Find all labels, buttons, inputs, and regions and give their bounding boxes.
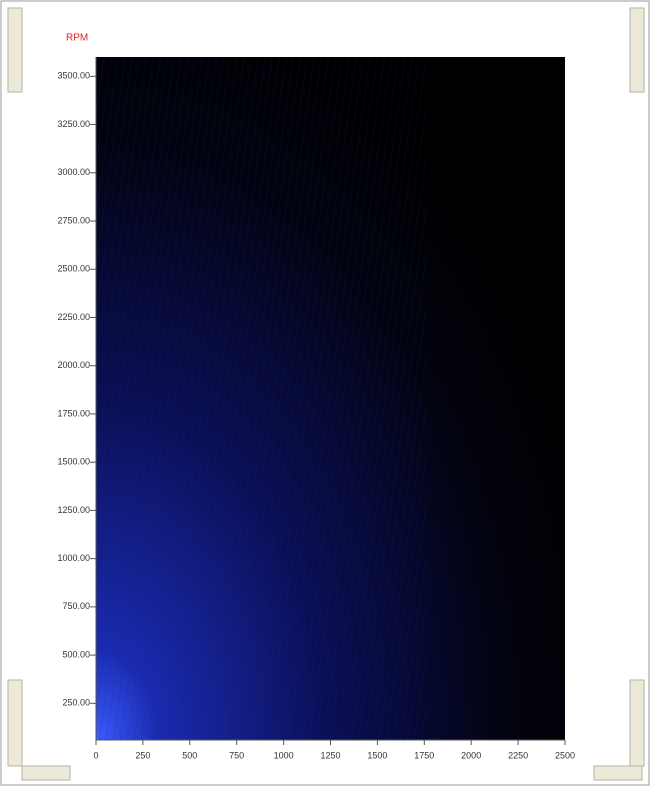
heatmap-orders [96, 57, 426, 740]
left-scrollbar-bottom[interactable] [8, 680, 22, 766]
y-tick-label: 2750.00 [57, 215, 90, 225]
y-tick-label: 3500.00 [57, 71, 90, 81]
y-tick-label: 3250.00 [57, 119, 90, 129]
x-tick-label: 0 [93, 750, 98, 760]
bottom-scrollbar-left[interactable] [22, 766, 70, 780]
x-tick-label: 1000 [274, 750, 294, 760]
y-tick-label: 250.00 [62, 698, 90, 708]
x-tick-label: 250 [135, 750, 150, 760]
y-tick-label: 3000.00 [57, 167, 90, 177]
y-axis-label: RPM [66, 33, 88, 44]
x-tick-label: 500 [182, 750, 197, 760]
window: RPM 250.00 500.00 750.00 1000.00 1250.00 1500… [0, 0, 650, 786]
x-tick-label: 750 [229, 750, 244, 760]
y-tick-label: 2250.00 [57, 312, 90, 322]
y-tick-label: 500.00 [62, 649, 90, 659]
bottom-scrollbar-right[interactable] [594, 766, 642, 780]
x-tick-label: 1750 [414, 750, 434, 760]
y-tick-label: 1500.00 [57, 457, 90, 467]
y-tick-label: 1750.00 [57, 408, 90, 418]
x-tick-label: 1500 [367, 750, 387, 760]
left-scrollbar-top[interactable] [8, 8, 22, 92]
x-tick-label: 2500 [555, 750, 575, 760]
y-tick-label: 1000.00 [57, 553, 90, 563]
y-tick-label: 750.00 [62, 601, 90, 611]
y-tick-label: 2000.00 [57, 360, 90, 370]
right-scrollbar-bottom[interactable] [630, 680, 644, 766]
right-scrollbar-top[interactable] [630, 8, 644, 92]
x-tick-label: 1250 [320, 750, 340, 760]
y-tick-label: 1250.00 [57, 505, 90, 515]
y-tick-label: 2500.00 [57, 264, 90, 274]
x-tick-label: 2250 [508, 750, 528, 760]
x-tick-label: 2000 [461, 750, 481, 760]
